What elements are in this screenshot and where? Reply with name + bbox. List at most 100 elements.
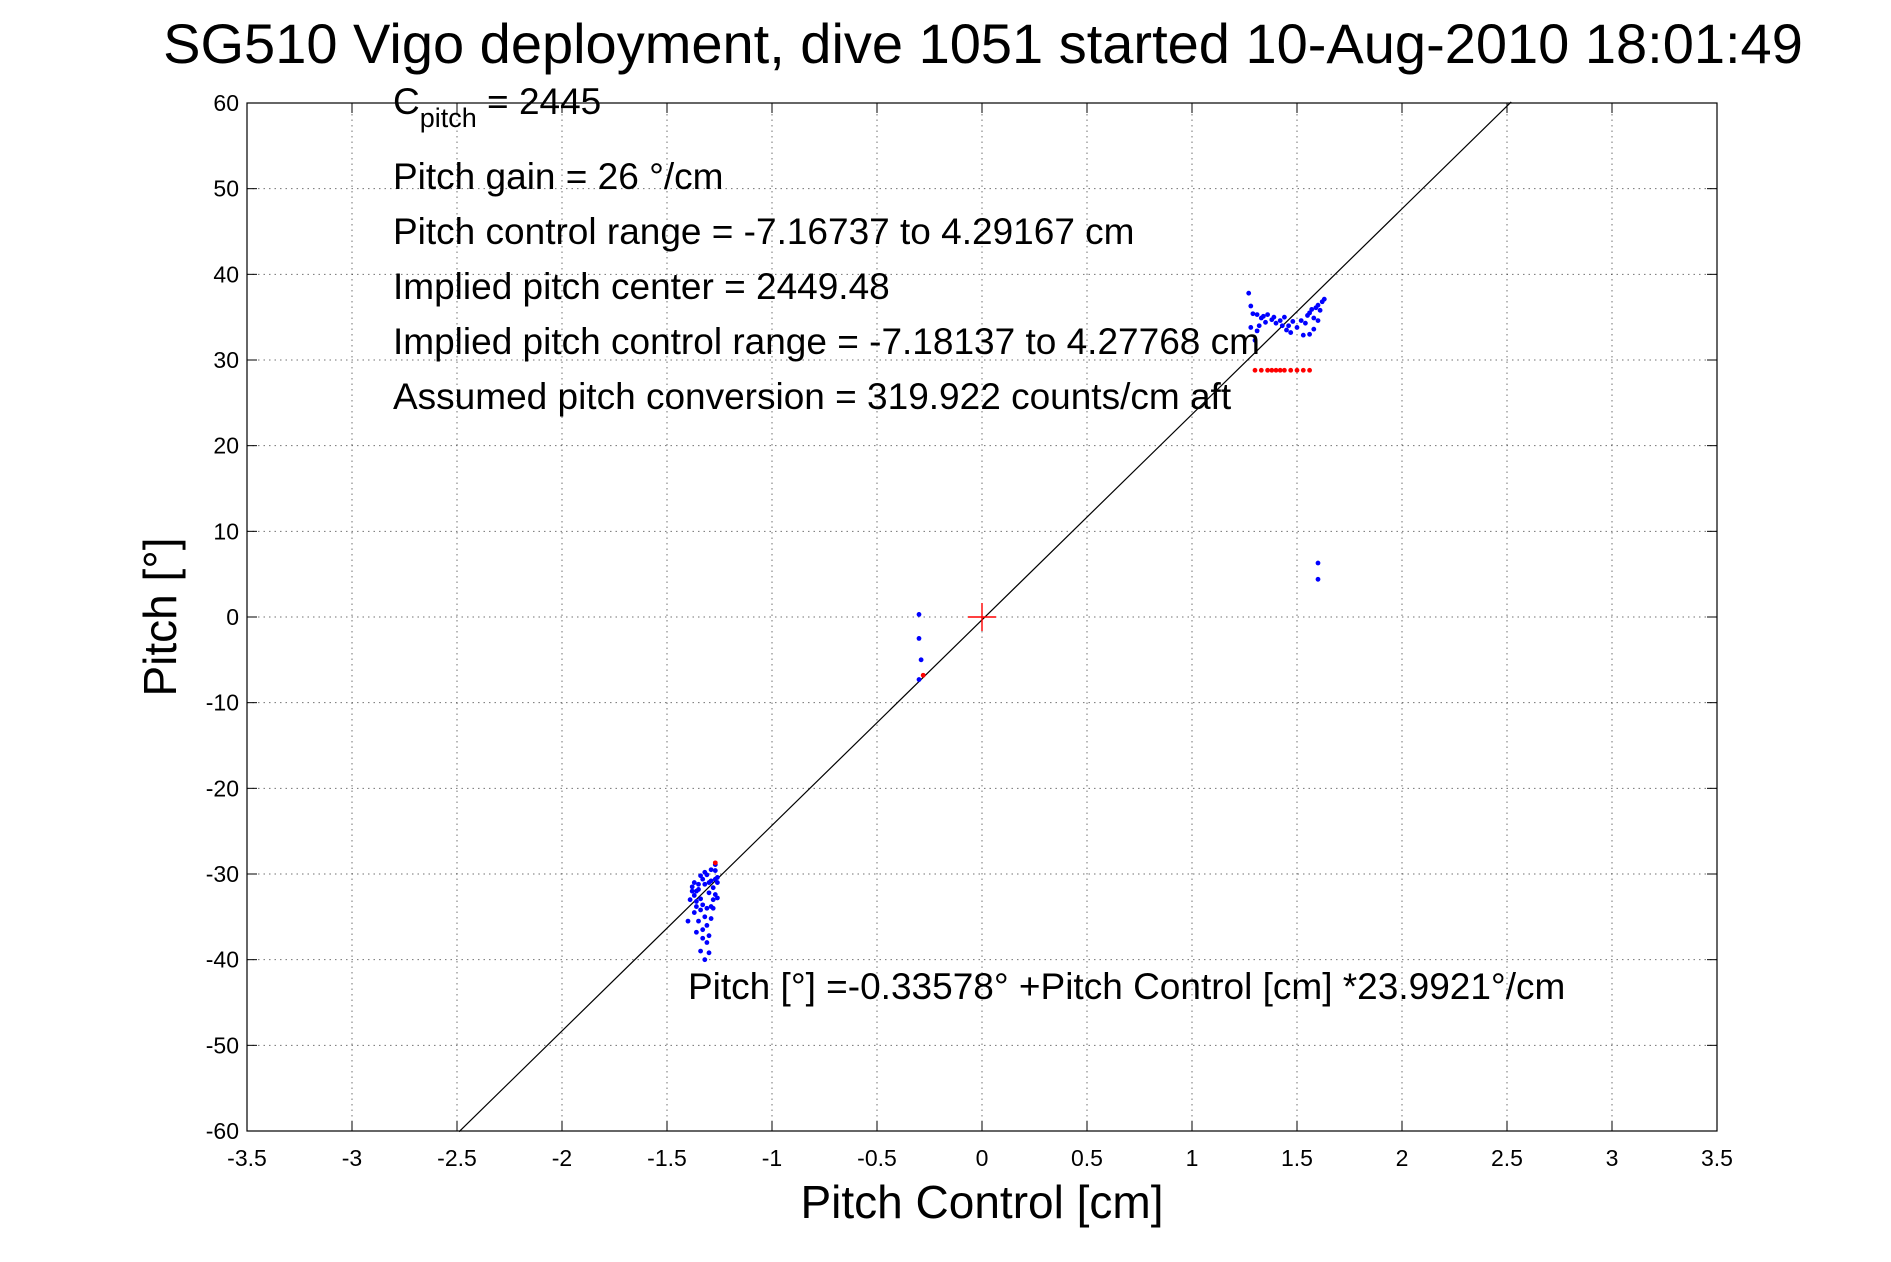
data-point-blue: [694, 899, 699, 904]
x-tick-label: -3.5: [227, 1145, 267, 1171]
data-point-blue: [715, 880, 720, 885]
data-point-blue: [708, 867, 714, 873]
data-points: [685, 290, 1327, 963]
data-point-blue: [1279, 323, 1285, 329]
data-point-blue: [1315, 302, 1321, 308]
data-point-blue: [1254, 328, 1260, 334]
data-point-blue: [700, 935, 706, 941]
data-point-blue: [1311, 326, 1317, 332]
data-point-blue: [1307, 331, 1312, 337]
annotation-pitch-control-range: Pitch control range = -7.16737 to 4.2916…: [393, 211, 1135, 252]
data-point-blue: [702, 869, 708, 875]
data-point-red: [1277, 367, 1283, 373]
data-point-blue: [700, 927, 706, 933]
data-point-blue: [1321, 296, 1327, 302]
data-point-blue: [1315, 318, 1321, 323]
data-point-blue: [1252, 337, 1258, 343]
data-point-blue: [1250, 311, 1256, 317]
x-tick-label: 1.5: [1281, 1145, 1313, 1171]
data-point-blue: [918, 657, 924, 663]
data-point-blue: [1311, 315, 1317, 321]
data-point-blue: [704, 905, 710, 911]
data-point-blue: [1315, 576, 1321, 582]
data-point-blue: [710, 897, 716, 903]
data-point-blue: [706, 933, 712, 939]
data-point-blue: [694, 929, 699, 935]
x-tick-label: -3: [342, 1145, 362, 1171]
data-point-blue: [1294, 325, 1300, 330]
data-point-blue: [689, 888, 695, 894]
data-point-blue: [698, 948, 703, 954]
data-point-blue: [1290, 319, 1296, 324]
x-tick-label: -1.5: [647, 1145, 687, 1171]
data-point-blue: [706, 890, 712, 896]
y-tick-label: 30: [213, 347, 239, 373]
data-point-blue: [691, 893, 697, 898]
data-point-blue: [1303, 320, 1308, 326]
data-point-blue: [712, 892, 718, 897]
data-point-red: [1269, 367, 1275, 373]
data-point-blue: [1271, 314, 1277, 320]
data-point-blue: [696, 918, 701, 924]
x-axis-label: Pitch Control [cm]: [801, 1176, 1164, 1228]
data-point-blue: [698, 896, 703, 902]
data-point-blue: [1298, 318, 1304, 323]
data-point-blue: [1286, 323, 1291, 329]
x-tick-label: -2: [552, 1145, 572, 1171]
y-tick-label: 0: [226, 604, 239, 630]
fit-line-layer: [458, 101, 1512, 1133]
data-point-blue: [702, 957, 708, 963]
data-point-blue: [916, 636, 922, 641]
data-point-red: [712, 860, 718, 866]
data-point-red: [920, 672, 926, 678]
data-point-blue: [685, 918, 691, 924]
annotation-assumed-pitch-conversion: Assumed pitch conversion = 319.922 count…: [393, 376, 1232, 417]
data-point-blue: [1256, 323, 1262, 329]
data-point-blue: [1248, 325, 1254, 330]
data-point-blue: [1315, 560, 1321, 566]
data-point-blue: [691, 910, 697, 915]
data-point-red: [1294, 367, 1300, 373]
y-tick-label: -20: [206, 775, 239, 801]
x-tick-label: 0.5: [1071, 1145, 1103, 1171]
data-point-blue: [916, 677, 922, 682]
y-tick-label: 10: [213, 518, 239, 544]
c-pitch-value: = 2445: [477, 81, 601, 122]
x-tick-label: 3: [1606, 1145, 1619, 1171]
grid: [247, 103, 1717, 1131]
data-point-blue: [698, 907, 703, 913]
annotation-c-pitch: Cpitch = 2445: [393, 81, 601, 133]
data-point-blue: [1261, 313, 1266, 319]
data-point-blue: [712, 868, 718, 873]
data-point-blue: [1309, 307, 1315, 312]
annotation-pitch-gain: Pitch gain = 26 °/cm: [393, 156, 724, 197]
data-point-blue: [1263, 319, 1268, 325]
data-point-red: [1258, 367, 1264, 373]
y-axis-label: Pitch [°]: [134, 537, 186, 696]
data-point-blue: [916, 612, 922, 617]
data-point-blue: [708, 916, 714, 921]
y-tick-label: 50: [213, 176, 239, 202]
data-point-blue: [1300, 332, 1306, 338]
x-tick-label: 2.5: [1491, 1145, 1523, 1171]
x-tick-label: 2: [1396, 1145, 1409, 1171]
data-point-red: [1300, 367, 1306, 373]
c-pitch-main: C: [393, 81, 420, 122]
data-point-blue: [700, 876, 706, 882]
data-point-blue: [702, 914, 708, 920]
data-point-blue: [1282, 314, 1287, 320]
data-point-blue: [694, 904, 699, 909]
axis-ticks: -3.5 -3 -2.5 -2 -1.5 -1 -0.5 0 0.5 1 1.5 2 2.5 3 3.5 -6…: [206, 90, 1733, 1171]
data-point-blue: [694, 888, 699, 894]
data-point-blue: [704, 923, 710, 928]
y-tick-label: -50: [206, 1032, 239, 1058]
data-point-blue: [1273, 320, 1279, 326]
data-point-blue: [1307, 310, 1312, 316]
chart-title: SG510 Vigo deployment, dive 1051 started…: [163, 12, 1803, 75]
data-point-red: [1282, 367, 1287, 373]
data-point-blue: [700, 902, 706, 908]
y-tick-label: -60: [206, 1118, 239, 1144]
annotation-implied-pitch-center: Implied pitch center = 2449.48: [393, 266, 890, 307]
